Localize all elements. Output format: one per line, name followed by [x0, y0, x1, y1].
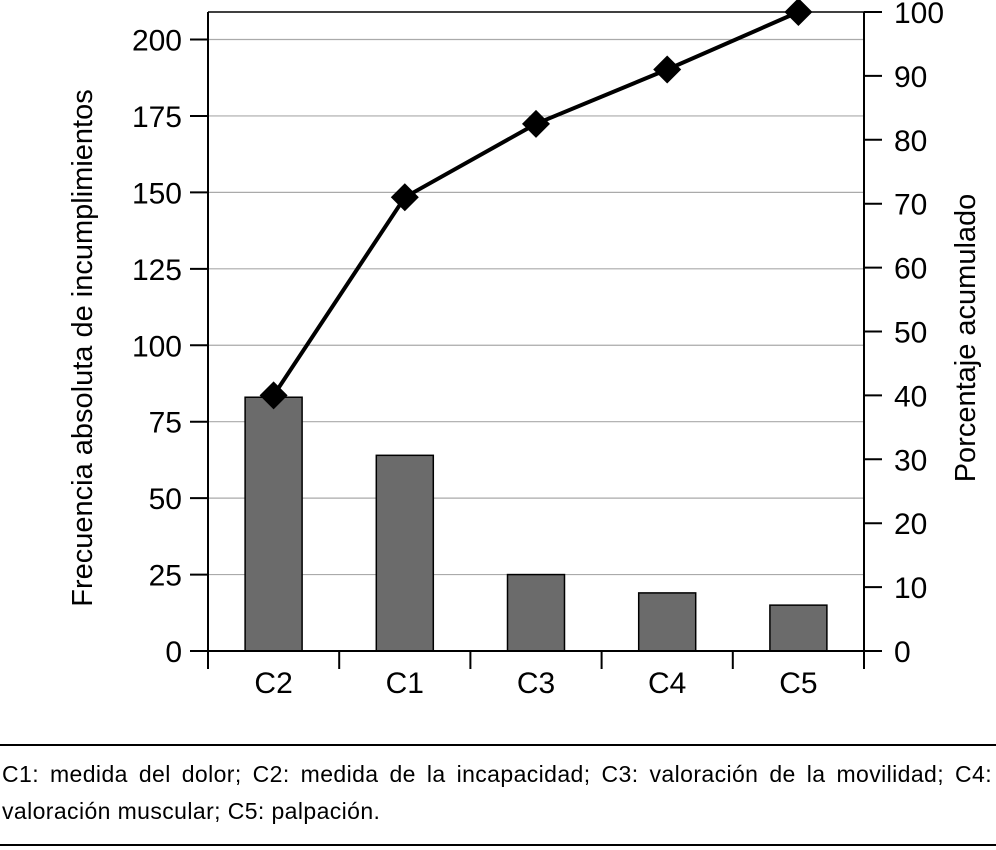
caption-bottom-rule [0, 844, 996, 846]
right-tick-label: 0 [894, 636, 911, 669]
bars [244, 396, 828, 652]
right-tick-label: 20 [894, 508, 927, 541]
right-tick-label: 40 [894, 380, 927, 413]
right-tick-label: 30 [894, 444, 927, 477]
left-tick-label: 100 [132, 330, 182, 363]
plot-frame [207, 11, 865, 652]
cumulative-marker-C4 [653, 55, 682, 84]
y2-axis-title: Porcentaje acumulado [950, 194, 982, 483]
x-axis-ticks: C2 C1 C3 C4 C5 [207, 651, 865, 700]
bar-C3 [506, 573, 566, 652]
right-tick-label: 60 [894, 253, 927, 286]
x-tick-label: C1 [386, 667, 424, 700]
caption-top-rule [0, 744, 996, 746]
bar-C5 [769, 604, 828, 652]
x-tick-label: C3 [517, 667, 555, 700]
bar-C2 [244, 396, 303, 652]
left-tick-label: 175 [132, 101, 182, 134]
y-axis-title: Frecuencia absoluta de incumplimientos [67, 89, 99, 606]
right-tick-label: 50 [894, 317, 927, 350]
cumulative-markers [259, 0, 813, 410]
cumulative-line [271, 10, 800, 397]
left-axis-ticks: 0 25 50 75 100 125 150 175 200 [132, 25, 208, 669]
bar-C1 [375, 454, 435, 652]
x-tick-label: C2 [254, 667, 292, 700]
left-tick-label: 50 [149, 483, 182, 516]
right-tick-label: 100 [894, 0, 944, 30]
gridlines [208, 38, 864, 576]
pareto-chart: 0 25 50 75 100 125 150 175 200 0 10 20 30 40 50 60 70 80… [67, 0, 982, 700]
right-tick-label: 80 [894, 125, 927, 158]
cumulative-marker-C2 [259, 381, 288, 410]
cumulative-line-path [271, 10, 800, 397]
left-tick-label: 75 [149, 407, 182, 440]
left-tick-label: 25 [149, 560, 182, 593]
left-tick-label: 125 [132, 254, 182, 287]
figure-caption: C1: medida del dolor; C2: medida de la i… [2, 761, 992, 824]
x-tick-label: C4 [648, 667, 686, 700]
right-tick-label: 70 [894, 189, 927, 222]
bar-C4 [637, 592, 697, 652]
cumulative-marker-C1 [390, 183, 419, 212]
cumulative-marker-C5 [784, 0, 813, 26]
left-tick-label: 0 [165, 636, 182, 669]
cumulative-marker-C3 [522, 109, 550, 138]
right-tick-label: 10 [894, 572, 927, 605]
left-tick-label: 200 [132, 25, 182, 58]
left-tick-label: 150 [132, 177, 182, 210]
x-tick-label: C5 [779, 667, 817, 700]
right-tick-label: 90 [894, 61, 927, 94]
right-axis-ticks: 0 10 20 30 40 50 60 70 80 90 100 [864, 0, 944, 669]
